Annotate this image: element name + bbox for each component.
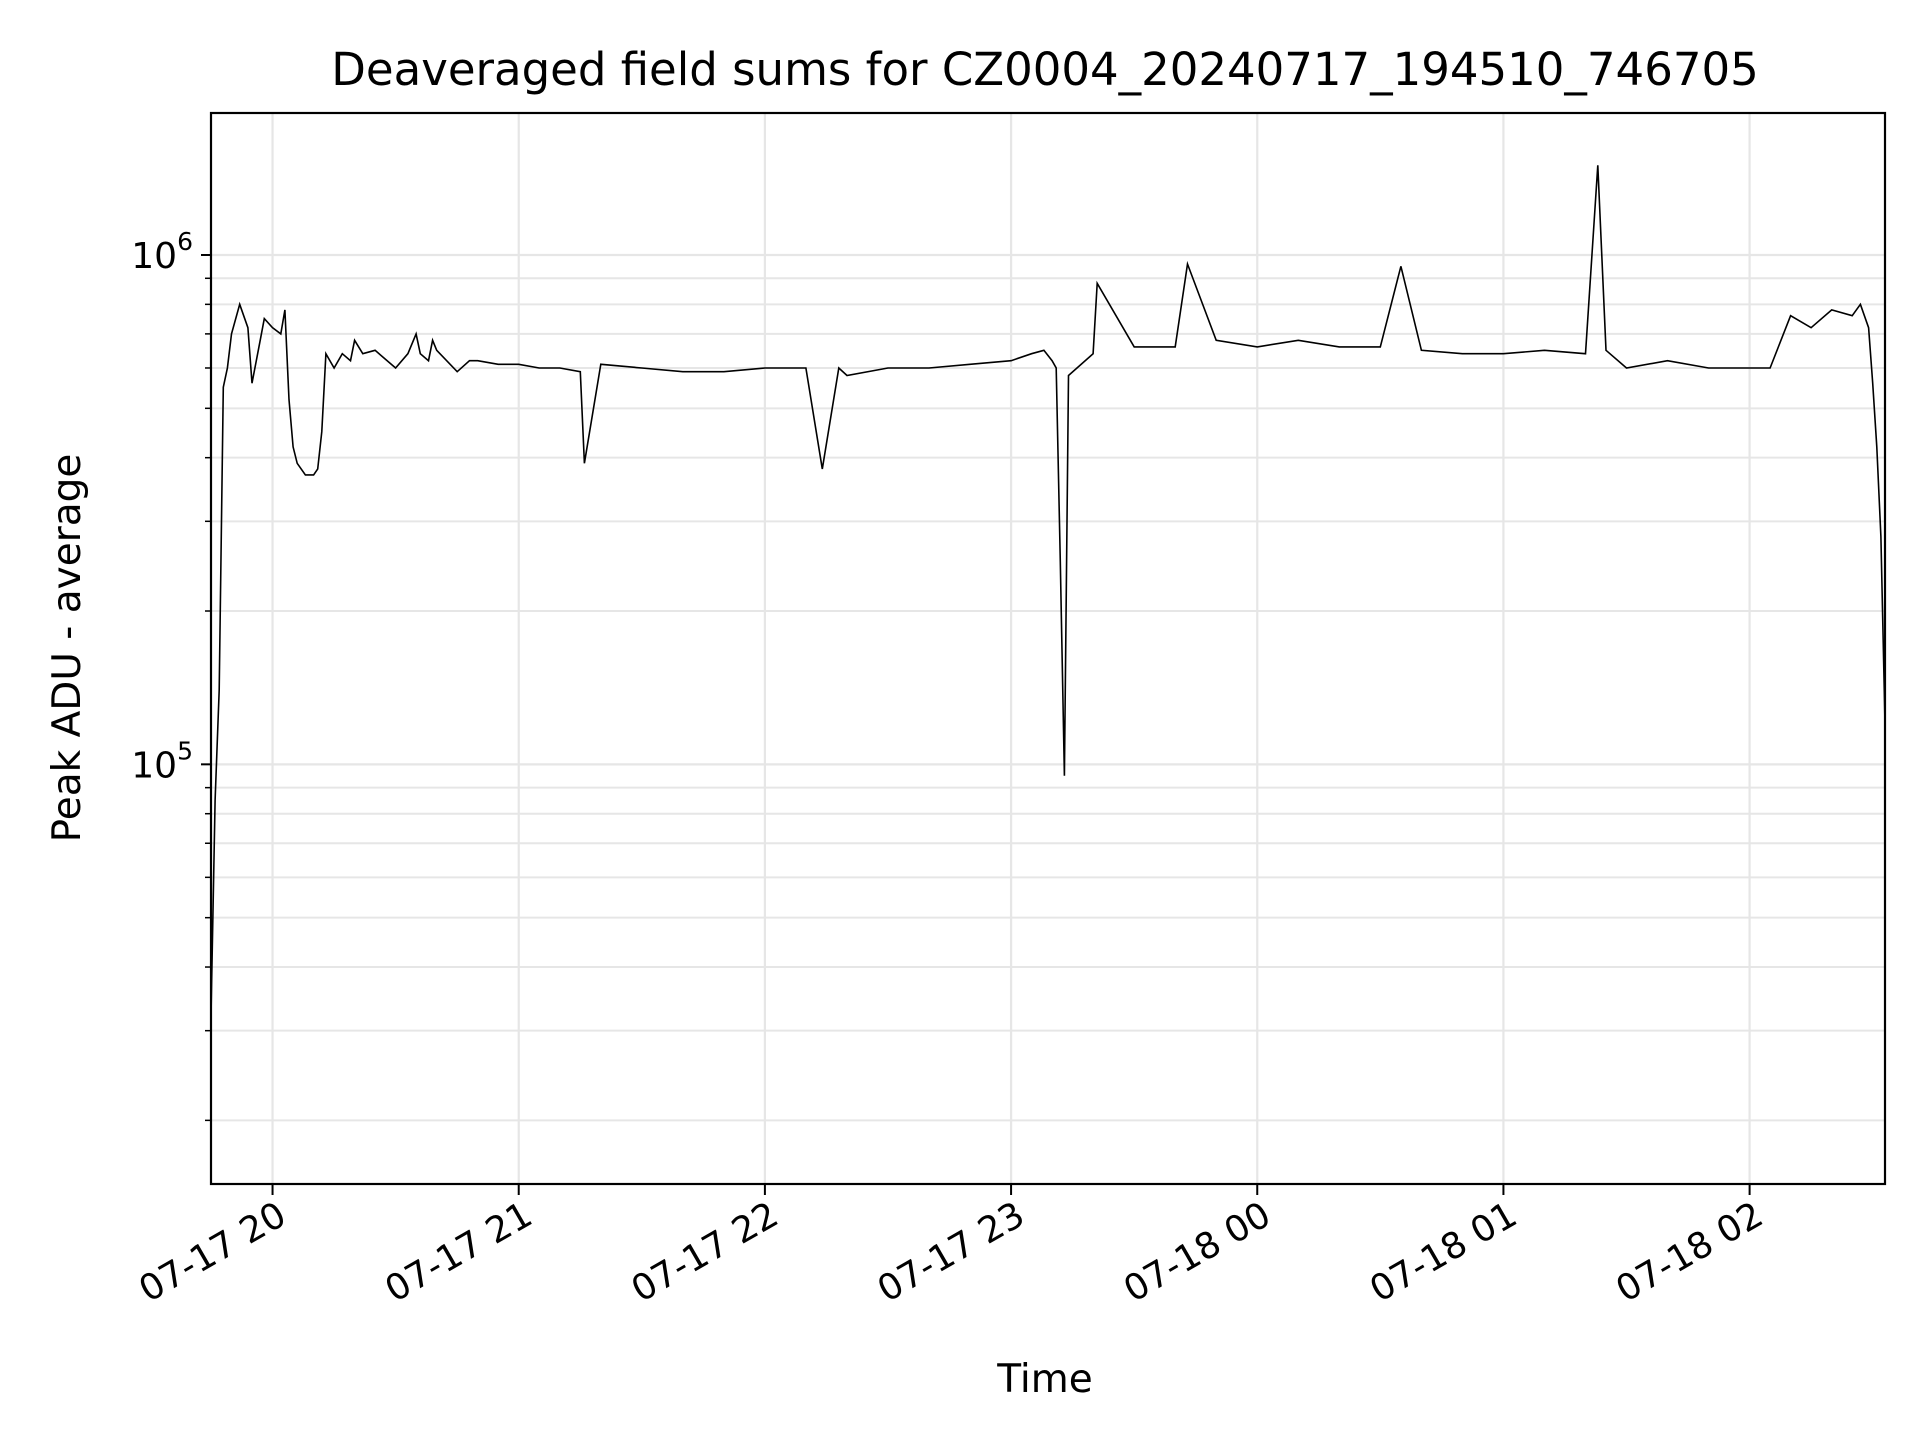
y-axis-label: Peak ADU - average: [45, 454, 90, 843]
y-tick-exponent: 6: [177, 227, 193, 256]
y-tick-exponent: 5: [177, 736, 193, 765]
chart-title: Deaveraged field sums for CZ0004_2024071…: [331, 43, 1758, 96]
grid: [211, 113, 1885, 1184]
plot-area: [210, 165, 1886, 1017]
series-line-0: [210, 165, 1886, 1017]
plot-frame: [209, 111, 1887, 1186]
x-axis-label: Time: [996, 1357, 1092, 1402]
